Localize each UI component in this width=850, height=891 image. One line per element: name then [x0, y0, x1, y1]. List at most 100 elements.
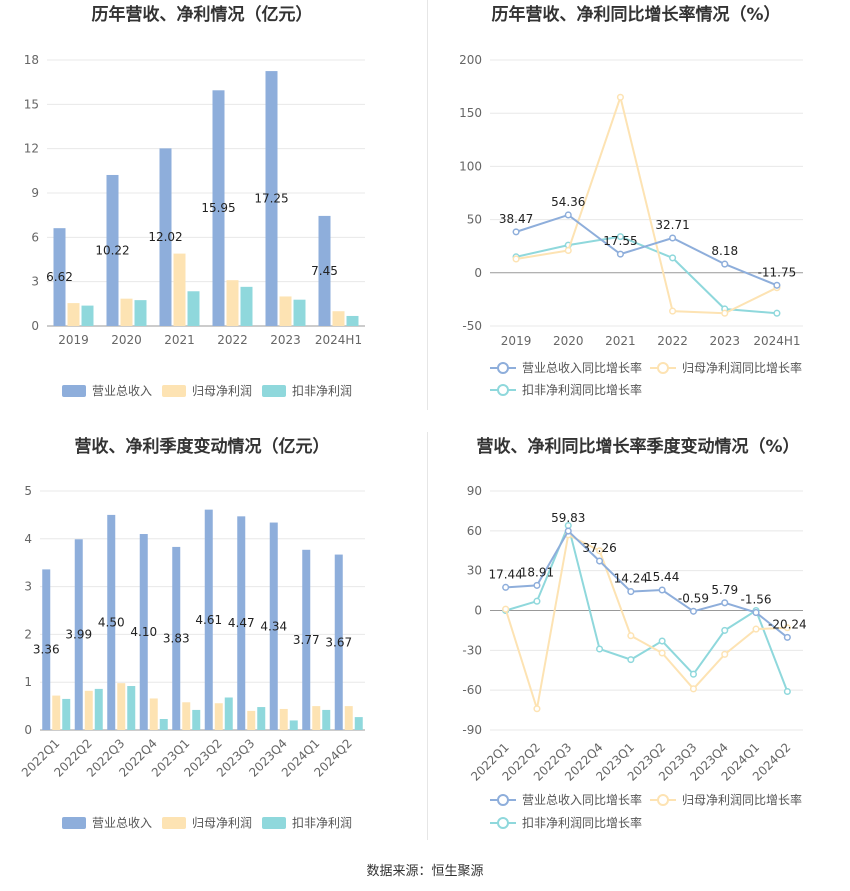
bar-parent-profit: [312, 706, 321, 730]
bar-revenue: [334, 554, 343, 730]
y-tick-label: 9: [31, 186, 39, 200]
data-label: 4.50: [98, 615, 125, 629]
data-point: [773, 309, 781, 317]
legend-swatch: [162, 385, 186, 397]
bar-revenue: [42, 569, 51, 730]
data-point: [689, 607, 698, 615]
data-label: 4.10: [130, 625, 157, 639]
legend-swatch: [162, 817, 186, 829]
annual-line-chart: 历年营收、净利同比增长率情况（%） -50 0 50 100 150 200 2019 2020…: [428, 0, 850, 410]
legend-marker: [497, 817, 509, 829]
bar-revenue: [106, 174, 119, 326]
y-tick-label: 100: [459, 159, 482, 173]
chart-title: 营收、净利季度变动情况（亿元）: [75, 436, 330, 457]
data-point: [721, 599, 729, 607]
data-label: 17.55: [603, 234, 637, 248]
data-point: [627, 588, 635, 596]
x-tick-label: 2020: [111, 333, 142, 347]
legend-swatch: [262, 385, 286, 397]
bar-deducted-profit: [127, 686, 136, 730]
data-point: [502, 583, 510, 591]
data-label: 32.71: [655, 218, 689, 232]
legend-marker: [657, 794, 669, 806]
quarter-bar-svg: 营收、净利季度变动情况（亿元）0123453.362022Q13.992022Q…: [19, 436, 365, 830]
y-tick-label: 18: [24, 53, 39, 67]
series-line-0: [505, 529, 788, 639]
data-label: -11.75: [758, 265, 797, 279]
bar-revenue: [107, 514, 116, 730]
data-point: [533, 705, 541, 713]
data-point: [669, 254, 677, 262]
data-point: [721, 309, 729, 317]
data-point: [596, 557, 604, 565]
bar-revenue: [302, 549, 311, 730]
bar-revenue: [269, 522, 278, 730]
bar-parent-profit: [67, 303, 80, 326]
data-point: [616, 250, 624, 258]
y-tick-label: 60: [467, 524, 482, 538]
y-tick-label: 90: [467, 484, 482, 498]
legend-swatch: [62, 385, 86, 397]
chart-title: 历年营收、净利同比增长率情况（%）: [491, 4, 780, 25]
data-label: 8.18: [711, 244, 738, 258]
data-point: [658, 649, 666, 657]
data-label: 7.45: [311, 264, 338, 278]
data-point: [533, 597, 541, 605]
data-source-footer: 数据来源：恒生聚源: [366, 864, 484, 879]
x-tick-label: 2021: [164, 333, 195, 347]
data-point: [616, 93, 624, 101]
data-point: [721, 650, 729, 658]
data-label: 38.47: [499, 212, 533, 226]
y-tick-label: -30: [462, 643, 482, 657]
data-label: 4.34: [260, 619, 287, 633]
bar-parent-profit: [214, 703, 223, 730]
divider-bottom: [427, 432, 428, 840]
x-tick-label: 2019: [501, 334, 532, 348]
bar-parent-profit: [182, 702, 191, 730]
bar-revenue: [159, 148, 172, 326]
bar-deducted-profit: [354, 717, 363, 730]
data-point: [752, 609, 760, 617]
bar-deducted-profit: [62, 698, 71, 730]
bar-deducted-profit: [289, 720, 298, 730]
legend-label: 扣非净利润同比增长率: [522, 815, 642, 830]
bar-revenue: [74, 539, 83, 730]
legend-label: 归母净利润同比增长率: [682, 360, 802, 375]
data-label: 6.62: [46, 270, 73, 284]
y-tick-label: 0: [31, 319, 39, 333]
y-tick-label: 0: [474, 604, 482, 618]
data-label: 17.44: [488, 567, 522, 581]
data-point: [502, 605, 510, 613]
y-tick-label: 0: [24, 723, 32, 737]
y-tick-label: 5: [24, 484, 32, 498]
legend-marker: [497, 362, 509, 374]
data-point: [669, 234, 677, 242]
data-point: [658, 637, 666, 645]
data-point: [721, 626, 729, 634]
legend-label: 扣非净利润: [292, 816, 352, 830]
quarter-line-svg: 营收、净利同比增长率季度变动情况（%）-90-60-3003060902022Q…: [462, 436, 806, 830]
annual-bar-svg: 历年营收、净利情况（亿元） 0 3 6 9 12 15 18 6.62 2019 10.22 2020…: [24, 4, 365, 398]
data-label: 3.83: [163, 631, 190, 645]
data-label: 54.36: [551, 195, 585, 209]
bar-deducted-profit: [134, 300, 147, 326]
series-line-2: [505, 522, 789, 692]
bar-parent-profit: [279, 296, 292, 326]
bar-parent-profit: [120, 298, 133, 326]
bar-parent-profit: [226, 280, 239, 326]
bar-parent-profit: [173, 253, 186, 326]
legend-marker: [497, 794, 509, 806]
data-point: [669, 307, 677, 315]
data-label: 18.91: [520, 565, 554, 579]
data-label: 15.44: [645, 570, 679, 584]
legend-label: 扣非净利润同比增长率: [522, 382, 642, 397]
data-label: 12.02: [148, 230, 182, 244]
data-label: 10.22: [95, 243, 129, 257]
bar-parent-profit: [247, 710, 256, 730]
x-tick-label: 2024H1: [753, 334, 800, 348]
legend-label: 营业总收入同比增长率: [522, 792, 642, 807]
y-tick-label: 4: [24, 532, 32, 546]
bar-revenue: [237, 516, 246, 730]
x-tick-label: 2019: [58, 333, 89, 347]
y-tick-label: 12: [24, 142, 39, 156]
